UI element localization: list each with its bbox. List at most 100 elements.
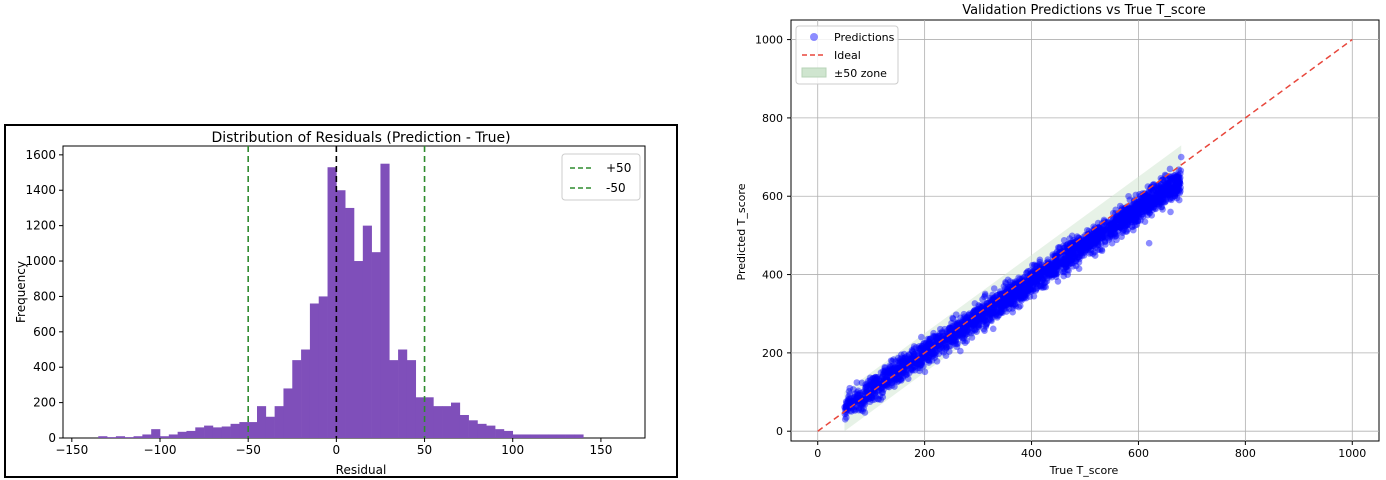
prediction-point bbox=[907, 356, 915, 363]
prediction-point bbox=[948, 319, 955, 327]
prediction-point bbox=[1127, 204, 1135, 212]
prediction-point bbox=[1107, 219, 1115, 227]
prediction-point bbox=[1122, 217, 1129, 225]
histogram-bar bbox=[459, 414, 469, 438]
prediction-point bbox=[1100, 216, 1108, 224]
prediction-point bbox=[1055, 262, 1062, 270]
prediction-point bbox=[1145, 201, 1153, 208]
prediction-point bbox=[1044, 261, 1051, 268]
prediction-point bbox=[910, 345, 918, 353]
prediction-point bbox=[988, 298, 995, 305]
prediction-point bbox=[889, 366, 896, 374]
prediction-point bbox=[1172, 171, 1180, 178]
prediction-point bbox=[997, 301, 1004, 309]
prediction-point bbox=[1111, 229, 1118, 237]
prediction-point bbox=[1136, 190, 1143, 198]
prediction-point bbox=[881, 364, 889, 372]
prediction-point bbox=[1127, 217, 1134, 224]
prediction-point bbox=[1053, 248, 1061, 256]
prediction-point bbox=[1001, 298, 1009, 306]
prediction-point bbox=[1036, 272, 1044, 279]
prediction-point bbox=[1154, 194, 1161, 201]
prediction-point bbox=[1046, 265, 1053, 273]
prediction-point bbox=[1035, 273, 1043, 280]
prediction-point bbox=[1048, 270, 1056, 278]
prediction-point bbox=[932, 333, 940, 341]
prediction-point bbox=[1177, 187, 1184, 195]
prediction-point bbox=[1150, 203, 1158, 211]
prediction-point bbox=[976, 313, 983, 321]
prediction-point bbox=[1095, 229, 1103, 237]
histogram-bar bbox=[248, 422, 258, 438]
prediction-point bbox=[1120, 226, 1127, 234]
prediction-point bbox=[1082, 246, 1090, 254]
prediction-point bbox=[1147, 198, 1154, 206]
prediction-point bbox=[1020, 277, 1028, 285]
prediction-point bbox=[1097, 227, 1104, 234]
prediction-point bbox=[1172, 173, 1180, 181]
prediction-point bbox=[1094, 239, 1101, 246]
prediction-point bbox=[989, 311, 996, 319]
histogram-bar bbox=[521, 434, 531, 438]
prediction-point bbox=[1017, 286, 1025, 293]
prediction-point bbox=[1095, 224, 1102, 232]
prediction-point bbox=[968, 323, 975, 331]
prediction-point bbox=[1086, 241, 1094, 249]
prediction-point bbox=[1011, 300, 1019, 308]
prediction-point bbox=[919, 354, 927, 362]
prediction-point bbox=[1035, 271, 1043, 279]
prediction-point bbox=[1110, 225, 1117, 232]
prediction-point bbox=[981, 306, 989, 313]
prediction-point bbox=[910, 352, 917, 360]
prediction-point bbox=[1148, 201, 1156, 209]
prediction-point bbox=[1096, 246, 1104, 253]
prediction-point bbox=[1035, 270, 1043, 278]
prediction-point bbox=[1118, 206, 1125, 214]
prediction-point bbox=[1061, 251, 1069, 259]
prediction-point bbox=[1091, 252, 1099, 259]
prediction-point bbox=[897, 376, 905, 383]
prediction-point bbox=[1038, 261, 1046, 269]
prediction-point bbox=[855, 406, 863, 414]
prediction-point bbox=[1147, 203, 1155, 211]
prediction-point bbox=[960, 334, 967, 342]
prediction-point bbox=[1154, 189, 1162, 196]
legend-minus50-label: -50 bbox=[606, 181, 626, 195]
prediction-point bbox=[1029, 284, 1037, 291]
prediction-point bbox=[1145, 206, 1153, 213]
prediction-point bbox=[926, 340, 934, 348]
prediction-point bbox=[1038, 284, 1045, 291]
prediction-point bbox=[997, 290, 1005, 298]
prediction-point bbox=[1173, 179, 1181, 186]
prediction-point bbox=[1161, 185, 1168, 192]
prediction-point bbox=[1073, 233, 1081, 240]
prediction-point bbox=[1114, 212, 1121, 220]
histogram-bar bbox=[336, 190, 346, 438]
prediction-point bbox=[873, 376, 880, 384]
prediction-point bbox=[1083, 236, 1091, 244]
prediction-point bbox=[1065, 258, 1073, 265]
prediction-point bbox=[863, 386, 871, 394]
y-tick-label: 200 bbox=[33, 396, 56, 410]
prediction-point bbox=[1046, 270, 1054, 278]
prediction-point bbox=[1155, 193, 1162, 201]
prediction-point bbox=[880, 377, 887, 385]
prediction-point bbox=[983, 319, 990, 327]
prediction-point bbox=[1047, 258, 1054, 266]
prediction-point bbox=[1165, 189, 1173, 197]
prediction-point bbox=[980, 314, 988, 322]
prediction-point bbox=[954, 321, 961, 329]
prediction-point bbox=[1043, 268, 1050, 276]
prediction-point bbox=[956, 332, 964, 339]
prediction-point bbox=[1131, 206, 1139, 214]
prediction-point bbox=[1014, 279, 1021, 287]
prediction-point bbox=[1122, 215, 1129, 222]
prediction-point bbox=[1138, 205, 1146, 212]
prediction-point bbox=[1125, 217, 1133, 225]
prediction-point bbox=[1108, 233, 1116, 241]
prediction-point bbox=[1135, 211, 1143, 219]
prediction-point bbox=[928, 357, 936, 364]
prediction-point bbox=[1126, 196, 1134, 204]
prediction-point bbox=[1123, 209, 1131, 217]
prediction-point bbox=[1011, 288, 1018, 296]
